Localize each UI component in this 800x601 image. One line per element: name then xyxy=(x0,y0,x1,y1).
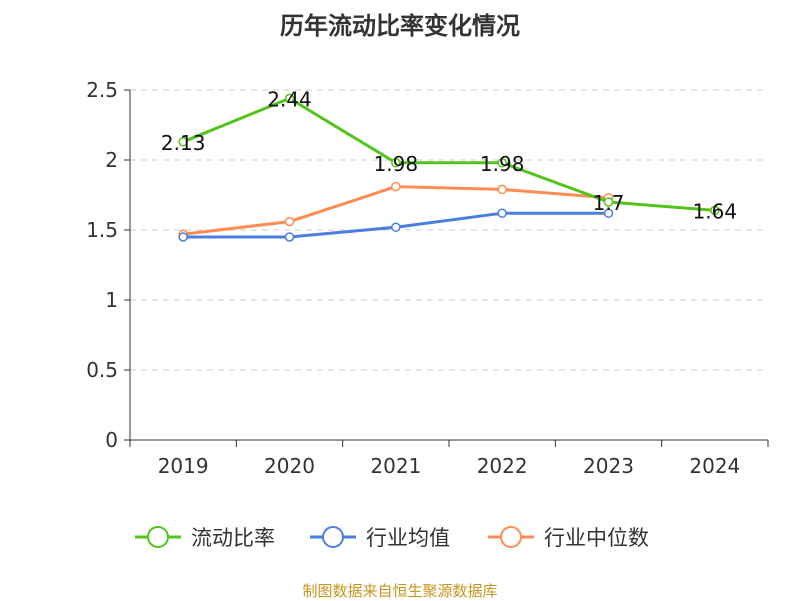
data-point xyxy=(497,184,507,195)
y-tick-label: 1.5 xyxy=(86,218,118,242)
legend-label: 流动比率 xyxy=(191,526,275,550)
data-point xyxy=(284,232,295,242)
data-point xyxy=(710,205,720,216)
data-label: 1.98 xyxy=(480,152,525,176)
data-label: 2.44 xyxy=(267,87,312,111)
x-tick-label: 2022 xyxy=(477,454,528,478)
data-point xyxy=(603,208,614,218)
x-tick-label: 2024 xyxy=(689,454,740,478)
legend-marker xyxy=(322,526,344,548)
legend-marker xyxy=(147,526,169,548)
data-point xyxy=(497,158,507,168)
source-note: 制图数据来自恒生聚源数据库 xyxy=(302,582,498,600)
y-tick-label: 0.5 xyxy=(86,358,118,382)
data-label: 1.64 xyxy=(693,199,738,223)
x-tick-label: 2019 xyxy=(158,454,209,478)
data-point xyxy=(391,222,401,232)
legend-marker xyxy=(500,526,522,548)
data-label: 1.98 xyxy=(374,152,419,176)
data-point xyxy=(603,197,614,207)
chart-title: 历年流动比率变化情况 xyxy=(280,12,520,40)
y-tick-label: 2 xyxy=(105,148,118,172)
series-line-0 xyxy=(182,96,715,212)
data-point xyxy=(497,208,507,218)
y-tick-label: 1 xyxy=(105,288,118,312)
legend-label: 行业中位数 xyxy=(544,526,649,550)
x-tick-label: 2023 xyxy=(583,454,634,478)
legend-label: 行业均值 xyxy=(366,526,450,550)
data-label: 2.13 xyxy=(161,131,206,155)
x-tick-label: 2021 xyxy=(370,454,421,478)
data-label: 1.7 xyxy=(593,191,625,215)
y-tick-label: 2.5 xyxy=(86,78,118,102)
data-point xyxy=(178,232,188,242)
data-point xyxy=(284,216,295,227)
x-tick-label: 2020 xyxy=(264,454,315,478)
data-point xyxy=(178,137,188,147)
data-point xyxy=(391,158,401,168)
data-point xyxy=(284,93,295,104)
data-point xyxy=(391,181,401,192)
y-tick-label: 0 xyxy=(105,428,118,452)
